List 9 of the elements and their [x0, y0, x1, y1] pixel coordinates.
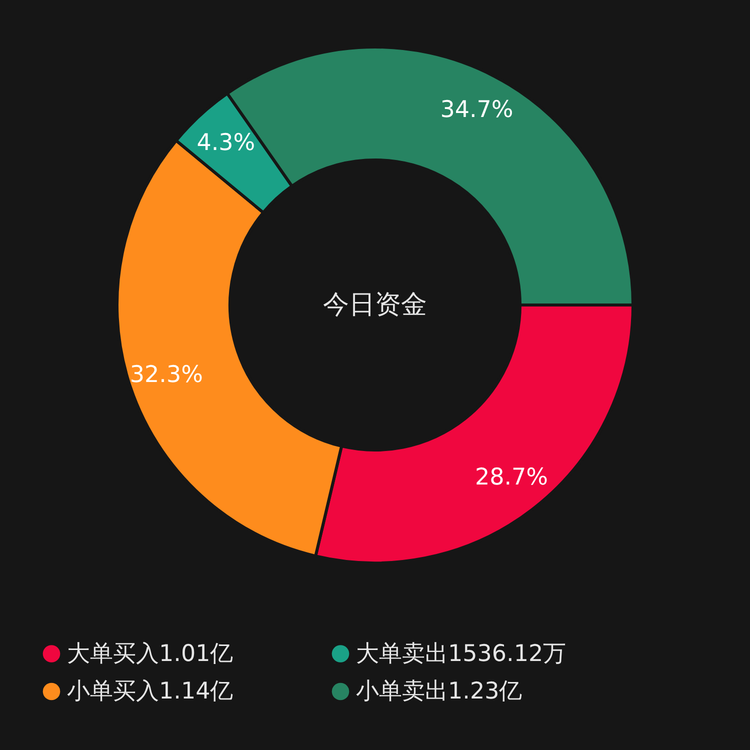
data-label: 32.3%: [130, 362, 203, 388]
data-label: 4.3%: [196, 130, 256, 156]
data-label: 28.7%: [474, 464, 548, 491]
legend-label: 小单卖出1.23亿: [356, 678, 522, 704]
text: 今日资金: [323, 290, 427, 320]
legend-label: 大单买入1.01亿: [67, 640, 234, 667]
legend-label: 小单买入1.14亿: [67, 678, 234, 704]
data-label: 34.7%: [440, 96, 514, 123]
legend-label: 大单卖出1536.12万: [356, 640, 566, 667]
